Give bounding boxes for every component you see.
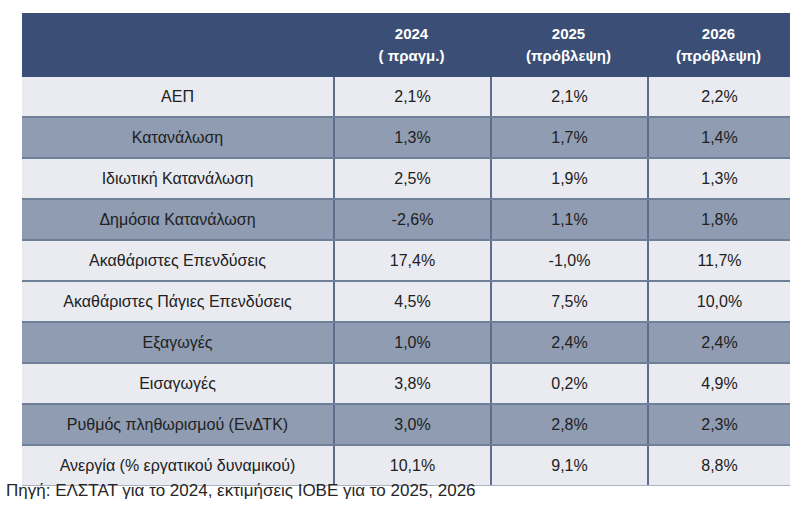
value-cell: 1,4% — [647, 118, 790, 157]
value-cell: 4,9% — [647, 364, 790, 403]
row-label: Ακαθάριστες Επενδύσεις — [22, 241, 333, 280]
value-cell: 2,2% — [647, 77, 790, 116]
table-row: Κατανάλωση1,3%1,7%1,4% — [22, 116, 790, 157]
table-body: ΑΕΠ2,1%2,1%2,2%Κατανάλωση1,3%1,7%1,4%Ιδι… — [22, 77, 790, 486]
value-cell: 2,5% — [333, 159, 490, 198]
row-label: Εισαγωγές — [22, 364, 333, 403]
value-cell: 1,0% — [333, 323, 490, 362]
header-note: (πρόβλεψη) — [647, 45, 790, 67]
value-cell: 11,7% — [647, 241, 790, 280]
value-cell: 1,3% — [647, 159, 790, 198]
table-row: Εισαγωγές3,8%0,2%4,9% — [22, 362, 790, 403]
table-header: 2024 ( πραγμ.) 2025 (πρόβλεψη) 2026 (πρό… — [22, 13, 790, 77]
row-label: Ακαθάριστες Πάγιες Επενδύσεις — [22, 282, 333, 321]
value-cell: 1,7% — [490, 118, 647, 157]
value-cell: 10,1% — [333, 446, 490, 485]
value-cell: 2,8% — [490, 405, 647, 444]
value-cell: 2,3% — [647, 405, 790, 444]
value-cell: 7,5% — [490, 282, 647, 321]
value-cell: 2,1% — [333, 77, 490, 116]
source-note: Πηγή: ΕΛΣΤΑΤ για το 2024, εκτιμήσεις ΙΟΒ… — [6, 481, 786, 501]
value-cell: 2,4% — [647, 323, 790, 362]
value-cell: 8,8% — [647, 446, 790, 485]
value-cell: 1,1% — [490, 200, 647, 239]
table-row: Εξαγωγές1,0%2,4%2,4% — [22, 321, 790, 362]
value-cell: 2,4% — [490, 323, 647, 362]
header-year: 2024 — [333, 23, 490, 45]
value-cell: 1,8% — [647, 200, 790, 239]
row-label: Δημόσια Κατανάλωση — [22, 200, 333, 239]
table-row: Δημόσια Κατανάλωση-2,6%1,1%1,8% — [22, 198, 790, 239]
header-year: 2026 — [647, 23, 790, 45]
row-label: Ιδιωτική Κατανάλωση — [22, 159, 333, 198]
value-cell: 4,5% — [333, 282, 490, 321]
table-row: Ακαθάριστες Πάγιες Επενδύσεις4,5%7,5%10,… — [22, 280, 790, 321]
header-note: ( πραγμ.) — [333, 45, 490, 67]
value-cell: 3,8% — [333, 364, 490, 403]
row-label: Ανεργία (% εργατικού δυναμικού) — [22, 446, 333, 485]
row-label: Κατανάλωση — [22, 118, 333, 157]
row-label: ΑΕΠ — [22, 77, 333, 116]
economic-indicators-table: 2024 ( πραγμ.) 2025 (πρόβλεψη) 2026 (πρό… — [22, 13, 790, 486]
value-cell: 1,3% — [333, 118, 490, 157]
table-row: ΑΕΠ2,1%2,1%2,2% — [22, 77, 790, 116]
header-col-2025: 2025 (πρόβλεψη) — [490, 23, 647, 67]
table-row: Ακαθάριστες Επενδύσεις17,4%-1,0%11,7% — [22, 239, 790, 280]
header-note: (πρόβλεψη) — [490, 45, 647, 67]
value-cell: 17,4% — [333, 241, 490, 280]
row-label: Εξαγωγές — [22, 323, 333, 362]
value-cell: 3,0% — [333, 405, 490, 444]
value-cell: -2,6% — [333, 200, 490, 239]
header-year: 2025 — [490, 23, 647, 45]
row-label: Ρυθμός πληθωρισμού (ΕνΔΤΚ) — [22, 405, 333, 444]
table-row: Ιδιωτική Κατανάλωση2,5%1,9%1,3% — [22, 157, 790, 198]
header-col-2026: 2026 (πρόβλεψη) — [647, 23, 790, 67]
header-col-2024: 2024 ( πραγμ.) — [333, 23, 490, 67]
value-cell: -1,0% — [490, 241, 647, 280]
value-cell: 0,2% — [490, 364, 647, 403]
value-cell: 2,1% — [490, 77, 647, 116]
value-cell: 9,1% — [490, 446, 647, 485]
value-cell: 1,9% — [490, 159, 647, 198]
table-row: Ανεργία (% εργατικού δυναμικού)10,1%9,1%… — [22, 444, 790, 485]
table-row: Ρυθμός πληθωρισμού (ΕνΔΤΚ)3,0%2,8%2,3% — [22, 403, 790, 444]
value-cell: 10,0% — [647, 282, 790, 321]
page: 2024 ( πραγμ.) 2025 (πρόβλεψη) 2026 (πρό… — [0, 0, 800, 518]
